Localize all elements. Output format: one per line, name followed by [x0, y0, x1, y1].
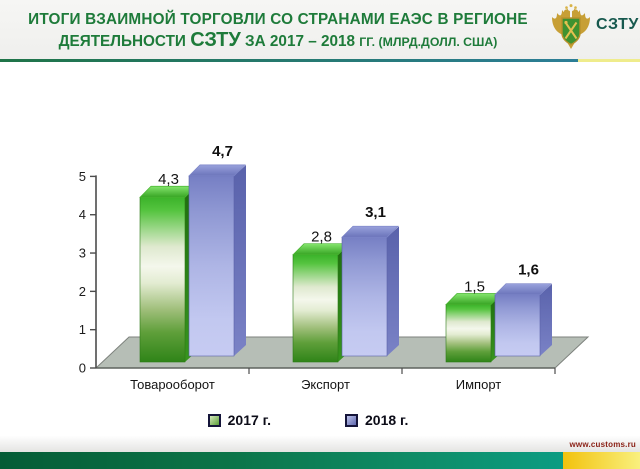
legend-item-2018: 2018 г. — [345, 412, 408, 428]
y-tick-label: 4 — [79, 207, 86, 222]
header-divider — [0, 59, 640, 62]
legend-item-2017: 2017 г. — [207, 412, 271, 428]
value-label-2018: 1,6 — [518, 262, 539, 279]
value-label-2017: 1,5 — [464, 279, 485, 296]
bar-2018-1 — [341, 225, 399, 357]
value-label-2017: 2,8 — [311, 229, 332, 246]
page-title: ИТОГИ ВЗАИМНОЙ ТОРГОВЛИ СО СТРАНАМИ ЕАЭС… — [4, 9, 552, 53]
bar-2017-0 — [139, 185, 197, 363]
y-tick-label: 5 — [79, 169, 86, 184]
divider-teal-segment — [0, 59, 578, 62]
legend-label-2018: 2018 г. — [365, 412, 409, 428]
category-label: Товарооборот — [130, 377, 215, 392]
category-label: Импорт — [456, 377, 501, 392]
bar-2018-2 — [494, 283, 552, 357]
org-abbreviation: СЗТУ — [596, 16, 639, 33]
category-label: Экспорт — [301, 377, 350, 392]
legend-swatch-2018-icon — [345, 413, 358, 427]
value-label-2018: 4,7 — [212, 143, 233, 160]
bar-2018-0 — [188, 164, 246, 357]
y-tick-label: 2 — [79, 284, 86, 299]
chart-legend: 2017 г. 2018 г. — [0, 412, 616, 428]
slide-header: ИТОГИ ВЗАИМНОЙ ТОРГОВЛИ СО СТРАНАМИ ЕАЭС… — [0, 0, 640, 59]
footer-bar-green-segment — [0, 452, 563, 469]
website-link[interactable]: www.customs.ru — [569, 440, 636, 449]
footer-bar-yellow-segment — [563, 452, 640, 469]
customs-eagle-emblem-icon — [552, 4, 590, 49]
y-tick-label: 3 — [79, 246, 86, 261]
divider-yellow-segment — [578, 59, 640, 62]
bar-2017-1 — [292, 243, 350, 363]
value-label-2018: 3,1 — [365, 204, 386, 221]
footer-strip: www.customs.ru — [0, 436, 640, 452]
title-line-2: ДЕЯТЕЛЬНОСТИ СЗТУ ЗА 2017 – 2018 ГГ. (МЛ… — [58, 29, 498, 51]
y-tick-label: 1 — [79, 322, 86, 337]
footer-bar — [0, 452, 640, 469]
y-tick-label: 0 — [79, 361, 86, 376]
title-line-1: ИТОГИ ВЗАИМНОЙ ТОРГОВЛИ СО СТРАНАМИ ЕАЭС… — [28, 11, 528, 28]
legend-swatch-2017-icon — [207, 413, 221, 427]
legend-label-2017: 2017 г. — [227, 412, 271, 428]
value-label-2017: 4,3 — [158, 171, 179, 188]
bar-2017-2 — [445, 293, 503, 363]
